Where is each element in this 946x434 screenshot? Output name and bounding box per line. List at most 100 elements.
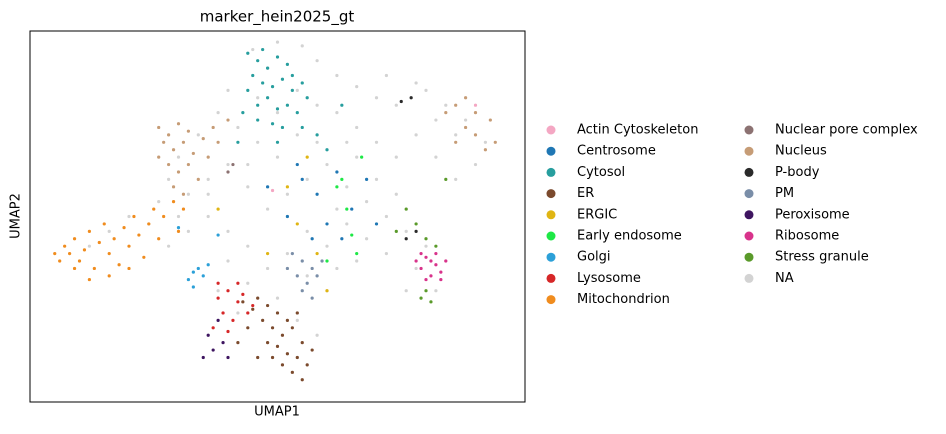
point bbox=[473, 133, 478, 137]
point bbox=[315, 103, 319, 107]
point bbox=[315, 133, 319, 137]
point bbox=[444, 259, 448, 263]
point bbox=[127, 266, 131, 271]
point bbox=[295, 88, 299, 92]
point bbox=[261, 81, 265, 85]
point bbox=[384, 73, 388, 78]
point bbox=[295, 133, 299, 137]
point bbox=[280, 333, 285, 337]
point bbox=[404, 207, 408, 211]
point bbox=[196, 266, 200, 271]
point bbox=[266, 341, 270, 345]
point bbox=[147, 222, 151, 226]
point bbox=[464, 96, 468, 100]
point bbox=[365, 200, 369, 204]
point bbox=[414, 81, 418, 85]
point bbox=[181, 207, 186, 211]
legend-marker bbox=[546, 295, 556, 305]
point bbox=[266, 185, 270, 189]
point bbox=[256, 59, 260, 63]
point bbox=[335, 73, 339, 78]
point bbox=[295, 222, 299, 226]
point bbox=[117, 263, 121, 267]
point bbox=[305, 281, 309, 285]
point bbox=[206, 192, 210, 196]
point bbox=[63, 244, 67, 248]
point bbox=[275, 107, 280, 111]
point bbox=[444, 103, 448, 107]
point bbox=[434, 118, 438, 122]
point bbox=[87, 229, 91, 233]
point bbox=[241, 111, 245, 115]
point bbox=[290, 88, 294, 92]
legend-label: Lysosome bbox=[577, 271, 641, 286]
legend-marker bbox=[546, 273, 556, 283]
point bbox=[221, 311, 225, 315]
point bbox=[285, 62, 289, 66]
point bbox=[206, 155, 210, 159]
point bbox=[305, 229, 309, 233]
point bbox=[305, 363, 309, 367]
point bbox=[439, 277, 443, 282]
point bbox=[122, 226, 126, 230]
point bbox=[157, 237, 161, 241]
point bbox=[404, 229, 408, 233]
point bbox=[112, 237, 116, 241]
point bbox=[68, 252, 72, 256]
legend-marker bbox=[546, 167, 556, 177]
legend-label: ER bbox=[577, 186, 594, 201]
point bbox=[355, 252, 359, 256]
legend-label: PM bbox=[775, 186, 794, 201]
point bbox=[246, 326, 250, 330]
point bbox=[107, 274, 111, 278]
point bbox=[335, 207, 339, 211]
point bbox=[196, 177, 200, 181]
point bbox=[374, 222, 379, 226]
point bbox=[325, 244, 329, 248]
point bbox=[171, 148, 176, 152]
point bbox=[300, 81, 304, 85]
points bbox=[53, 40, 497, 382]
point bbox=[275, 55, 280, 59]
point bbox=[404, 237, 408, 241]
point bbox=[419, 266, 423, 271]
point bbox=[167, 244, 171, 248]
legend-marker bbox=[744, 252, 754, 262]
point bbox=[152, 207, 156, 211]
point bbox=[246, 185, 250, 189]
point bbox=[196, 133, 200, 137]
point bbox=[399, 99, 403, 104]
point bbox=[186, 162, 190, 167]
point bbox=[256, 296, 260, 300]
point bbox=[246, 281, 250, 285]
point bbox=[275, 140, 280, 144]
legend-marker bbox=[546, 252, 556, 262]
point bbox=[266, 66, 270, 70]
point bbox=[464, 118, 468, 122]
point bbox=[355, 155, 359, 159]
point bbox=[270, 326, 275, 330]
legend-marker bbox=[744, 167, 754, 177]
legend-label: Golgi bbox=[577, 250, 611, 265]
point bbox=[414, 229, 418, 233]
point bbox=[424, 244, 428, 248]
point bbox=[404, 289, 408, 293]
point bbox=[355, 259, 359, 263]
point bbox=[374, 96, 379, 100]
point bbox=[72, 237, 77, 241]
point bbox=[246, 51, 250, 55]
point bbox=[473, 111, 478, 115]
legend-label: NA bbox=[775, 271, 794, 286]
point bbox=[483, 140, 487, 144]
point bbox=[201, 136, 205, 141]
point bbox=[310, 348, 314, 352]
point bbox=[295, 318, 299, 322]
point bbox=[285, 192, 289, 196]
point bbox=[365, 237, 369, 241]
point bbox=[454, 177, 458, 181]
point bbox=[226, 229, 230, 233]
legend-label: Peroxisome bbox=[775, 207, 850, 222]
point bbox=[176, 170, 181, 174]
point bbox=[275, 40, 280, 44]
point bbox=[266, 303, 270, 308]
